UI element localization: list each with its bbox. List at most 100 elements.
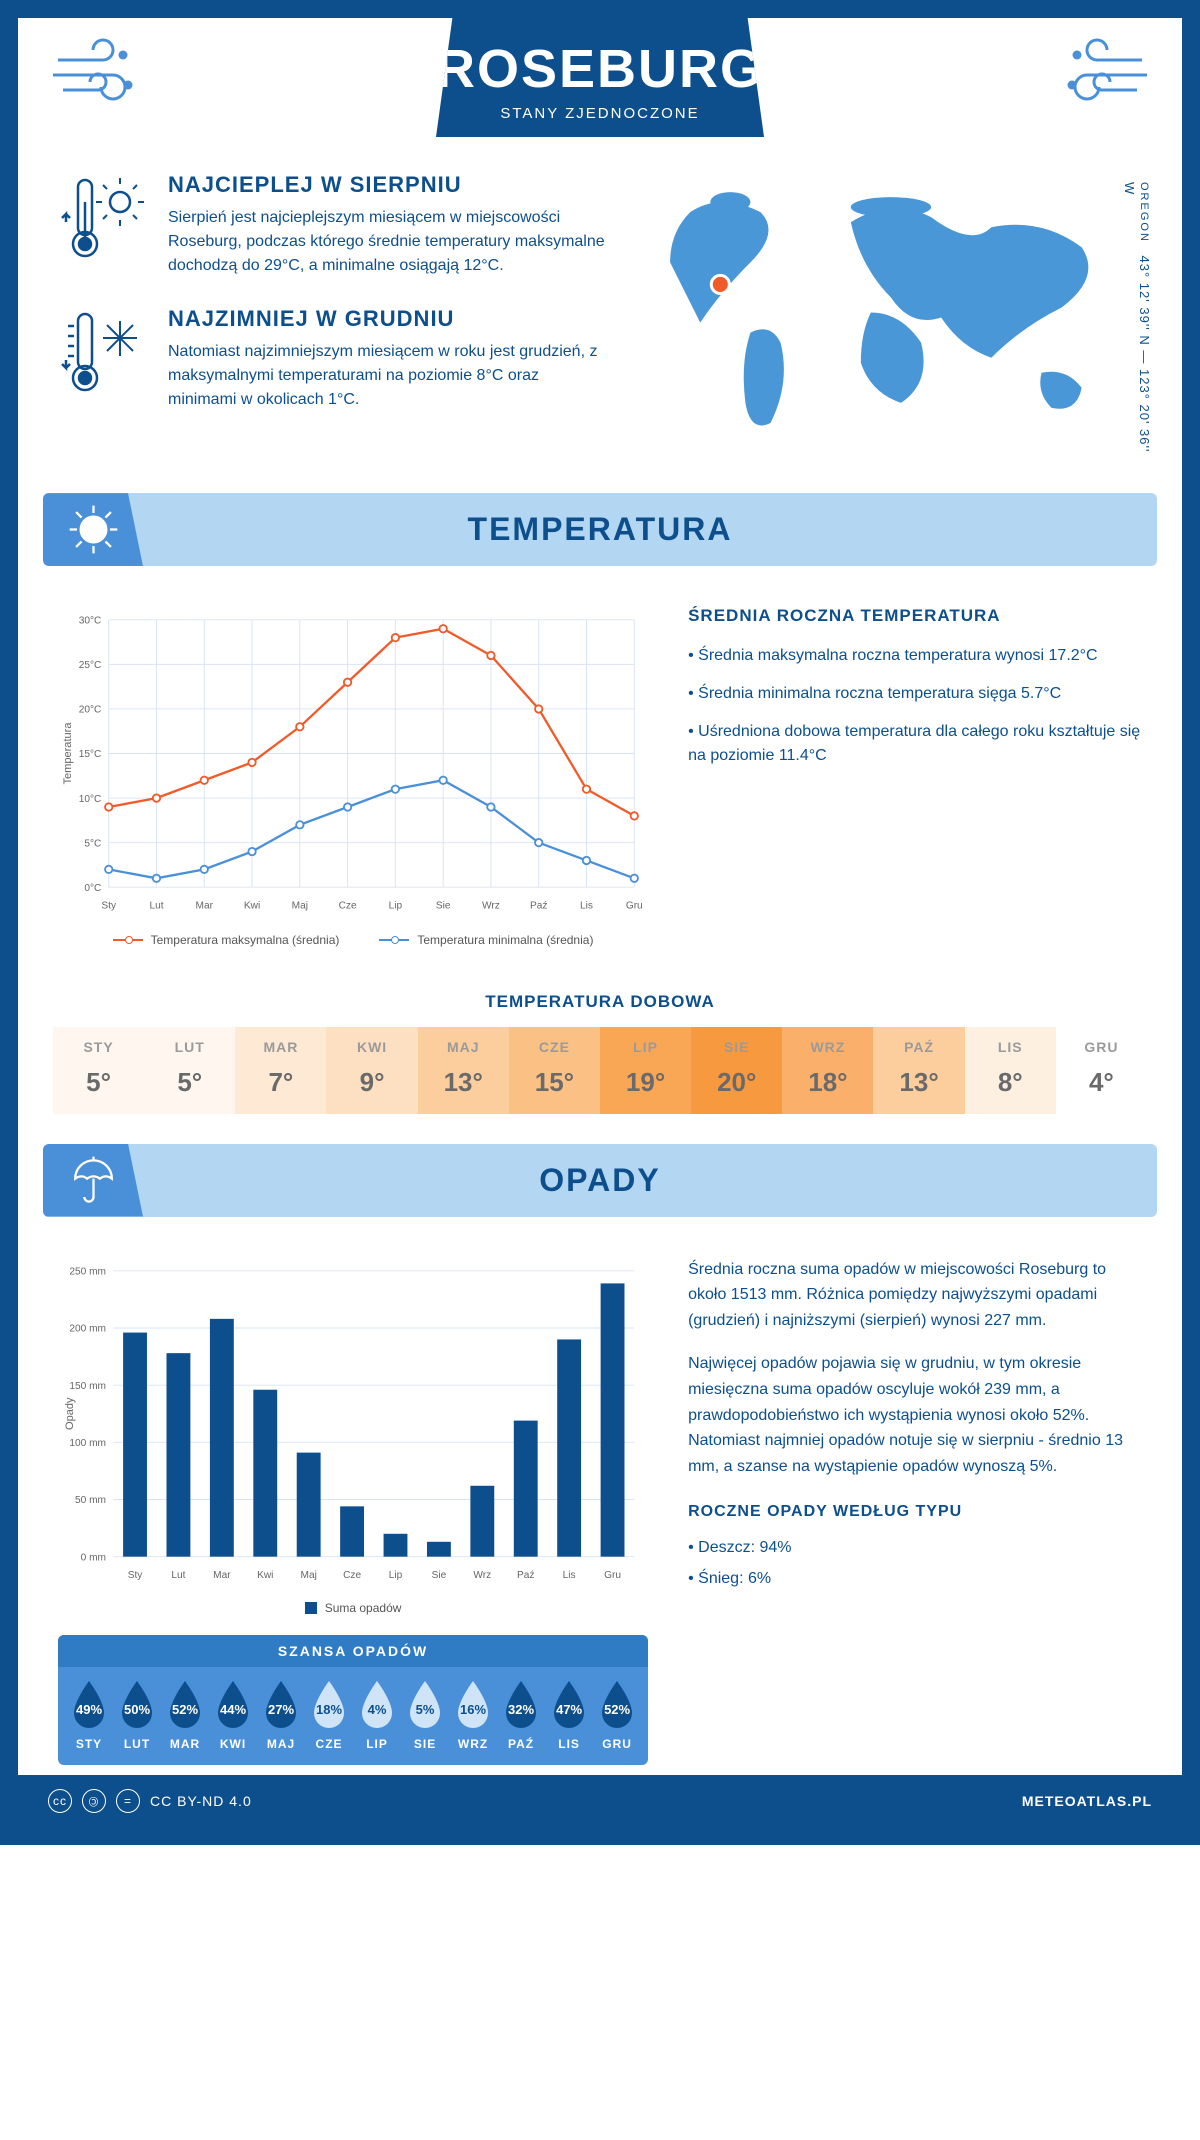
chance-value: 4% (368, 1702, 387, 1717)
daily-temp-cell: SIE 20° (691, 1027, 782, 1114)
page-frame: ROSEBURG STANY ZJEDNOCZONE (0, 0, 1200, 1845)
sun-icon (43, 493, 143, 566)
svg-text:Maj: Maj (292, 900, 308, 911)
svg-text:Kwi: Kwi (257, 1569, 273, 1580)
svg-text:100 mm: 100 mm (69, 1438, 106, 1449)
svg-text:Kwi: Kwi (244, 900, 260, 911)
chance-month: MAR (162, 1737, 208, 1751)
header-banner: ROSEBURG STANY ZJEDNOCZONE (436, 18, 764, 137)
daily-temp-cell: WRZ18° (782, 1027, 873, 1114)
chance-cell: 4% LIP (354, 1679, 400, 1751)
daily-temp-cell: LUT 5° (144, 1027, 235, 1114)
daily-value: 4° (1056, 1067, 1147, 1098)
temperature-banner: TEMPERATURA (43, 493, 1157, 566)
chance-cell: 44% KWI (210, 1679, 256, 1751)
drop-icon: 44% (212, 1679, 254, 1731)
warmest-title: NAJCIEPLEJ W SIERPNIU (168, 172, 610, 198)
chance-month: GRU (594, 1737, 640, 1751)
precip-legend: Suma opadów (325, 1601, 402, 1615)
map-column: OREGON 43° 12' 39'' N — 123° 20' 36'' W (640, 172, 1142, 458)
svg-text:Wrz: Wrz (482, 900, 500, 911)
drop-icon: 52% (164, 1679, 206, 1731)
precip-type-title: ROCZNE OPADY WEDŁUG TYPU (688, 1499, 1142, 1525)
daily-month: MAR (235, 1039, 326, 1055)
site-name: METEOATLAS.PL (1022, 1793, 1152, 1809)
chance-value: 50% (124, 1702, 150, 1717)
daily-temp-cell: LIP19° (600, 1027, 691, 1114)
daily-temp-title: TEMPERATURA DOBOWA (18, 992, 1182, 1012)
svg-text:Paź: Paź (530, 900, 547, 911)
state-label: OREGON (1138, 182, 1150, 243)
daily-temp-cell: STY5° (53, 1027, 144, 1114)
legend-min: Temperatura minimalna (średnia) (417, 933, 593, 947)
footer-license: cc 🄯 = CC BY-ND 4.0 (48, 1789, 252, 1813)
daily-month: LUT (144, 1039, 235, 1055)
daily-temp-cell: CZE15° (509, 1027, 600, 1114)
temp-chart-legend: Temperatura maksymalna (średnia) Tempera… (58, 933, 648, 947)
thermometer-sun-icon (58, 172, 148, 278)
chance-month: LUT (114, 1737, 160, 1751)
chance-month: MAJ (258, 1737, 304, 1751)
svg-text:250 mm: 250 mm (69, 1266, 106, 1277)
drop-icon: 4% (356, 1679, 398, 1731)
chance-cell: 18% CZE (306, 1679, 352, 1751)
chance-cell: 52% GRU (594, 1679, 640, 1751)
drop-icon: 52% (596, 1679, 638, 1731)
avg-temp-point: Średnia maksymalna roczna temperatura wy… (688, 644, 1142, 668)
svg-text:0°C: 0°C (84, 883, 101, 894)
nd-icon: = (116, 1789, 140, 1813)
chance-cell: 27% MAJ (258, 1679, 304, 1751)
svg-text:Sty: Sty (128, 1569, 144, 1580)
temperature-banner-label: TEMPERATURA (468, 511, 733, 547)
svg-text:Lis: Lis (580, 900, 593, 911)
chance-cell: 5% SIE (402, 1679, 448, 1751)
daily-value: 5° (144, 1067, 235, 1098)
daily-temp-cell: MAJ13° (418, 1027, 509, 1114)
chance-cell: 16% WRZ (450, 1679, 496, 1751)
temperature-summary: ŚREDNIA ROCZNA TEMPERATURA Średnia maksy… (688, 606, 1142, 946)
precipitation-bar-chart: 0 mm50 mm100 mm150 mm200 mm250 mmStyLutM… (58, 1257, 648, 1766)
chance-month: CZE (306, 1737, 352, 1751)
coldest-text: Natomiast najzimniejszym miesiącem w rok… (168, 340, 610, 412)
svg-text:Cze: Cze (343, 1569, 361, 1580)
temperature-body: 0°C5°C10°C15°C20°C25°C30°CStyLutMarKwiMa… (18, 576, 1182, 966)
svg-text:50 mm: 50 mm (75, 1495, 106, 1506)
daily-value: 20° (691, 1067, 782, 1098)
chance-value: 16% (460, 1702, 486, 1717)
chance-cell: 50% LUT (114, 1679, 160, 1751)
svg-text:Lut: Lut (149, 900, 163, 911)
thermometer-snow-icon (58, 306, 148, 412)
chance-cell: 49% STY (66, 1679, 112, 1751)
country-subtitle: STANY ZJEDNOCZONE (436, 105, 764, 122)
svg-text:0 mm: 0 mm (81, 1552, 106, 1563)
daily-month: STY (53, 1039, 144, 1055)
avg-temp-list: Średnia maksymalna roczna temperatura wy… (688, 644, 1142, 768)
drop-icon: 16% (452, 1679, 494, 1731)
svg-text:Sie: Sie (432, 1569, 447, 1580)
umbrella-icon (43, 1144, 143, 1217)
legend-max: Temperatura maksymalna (średnia) (151, 933, 340, 947)
svg-text:10°C: 10°C (79, 794, 102, 805)
daily-temp-cell: MAR7° (235, 1027, 326, 1114)
svg-text:Maj: Maj (301, 1569, 317, 1580)
avg-temp-point: Średnia minimalna roczna temperatura się… (688, 682, 1142, 706)
chance-value: 52% (172, 1702, 198, 1717)
avg-temp-title: ŚREDNIA ROCZNA TEMPERATURA (688, 606, 1142, 626)
svg-text:Opady: Opady (64, 1397, 76, 1430)
svg-text:Wrz: Wrz (473, 1569, 491, 1580)
chance-grid: 49% STY 50% LUT 52% MAR 44% KWI 27% MAJ (58, 1667, 648, 1751)
svg-text:Lip: Lip (389, 1569, 403, 1580)
coldest-block: NAJZIMNIEJ W GRUDNIU Natomiast najzimnie… (58, 306, 610, 412)
svg-text:Lip: Lip (389, 900, 403, 911)
drop-icon: 49% (68, 1679, 110, 1731)
svg-text:15°C: 15°C (79, 749, 102, 760)
daily-month: CZE (509, 1039, 600, 1055)
precip-p2: Najwięcej opadów pojawia się w grudniu, … (688, 1351, 1142, 1479)
daily-month: SIE (691, 1039, 782, 1055)
chance-cell: 32% PAŹ (498, 1679, 544, 1751)
intro-text-column: NAJCIEPLEJ W SIERPNIU Sierpień jest najc… (58, 172, 610, 458)
svg-text:Paź: Paź (517, 1569, 534, 1580)
chance-month: STY (66, 1737, 112, 1751)
drop-icon: 47% (548, 1679, 590, 1731)
license-text: CC BY-ND 4.0 (150, 1793, 252, 1809)
